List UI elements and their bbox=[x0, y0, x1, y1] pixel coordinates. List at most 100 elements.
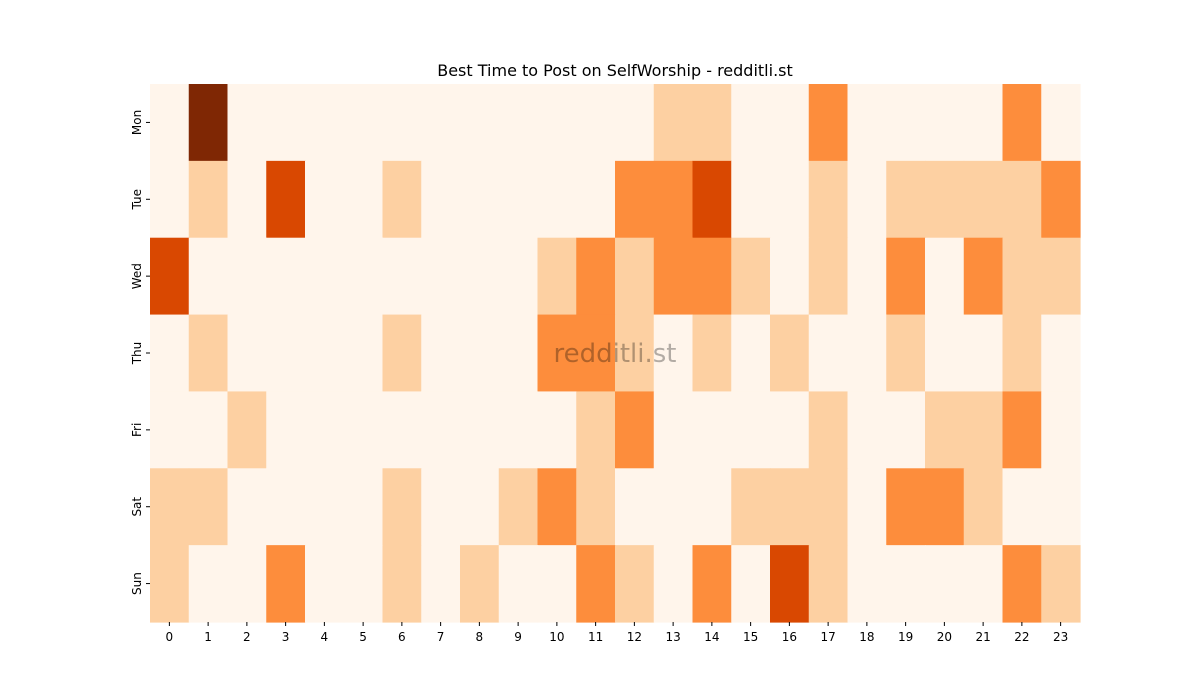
heatmap-cell bbox=[925, 84, 965, 162]
heatmap-cell bbox=[188, 237, 229, 316]
heatmap-cell bbox=[808, 160, 849, 239]
heatmap-cell bbox=[498, 314, 539, 393]
heatmap-cell bbox=[925, 314, 965, 393]
heatmap-cell bbox=[421, 84, 461, 162]
heatmap-cell bbox=[227, 314, 267, 393]
heatmap-cell bbox=[925, 545, 965, 623]
heatmap-cell bbox=[150, 160, 190, 239]
heatmap-cell bbox=[266, 391, 306, 469]
heatmap-cell bbox=[692, 237, 732, 316]
x-tick-label: 20 bbox=[937, 630, 952, 644]
heatmap-cell bbox=[537, 391, 577, 469]
heatmap-cell bbox=[227, 84, 267, 162]
heatmap-cell bbox=[150, 314, 190, 393]
x-tick-label: 7 bbox=[437, 630, 445, 644]
x-tick-label: 12 bbox=[627, 630, 642, 644]
heatmap-cell bbox=[615, 84, 655, 162]
heatmap-cell bbox=[615, 160, 655, 239]
heatmap-cell bbox=[770, 391, 810, 469]
heatmap-cell bbox=[266, 545, 306, 623]
heatmap-cell bbox=[925, 391, 965, 469]
heatmap-cell bbox=[692, 314, 732, 393]
heatmap-cell bbox=[886, 160, 926, 239]
y-tick-label: Wed bbox=[130, 263, 144, 289]
heatmap-cell bbox=[498, 468, 539, 546]
x-tick-label: 17 bbox=[820, 630, 835, 644]
y-tick-label: Tue bbox=[130, 189, 144, 211]
heatmap-cell bbox=[188, 391, 229, 469]
x-tick-label: 21 bbox=[975, 630, 990, 644]
x-tick-label: 6 bbox=[398, 630, 406, 644]
heatmap-cell bbox=[653, 160, 694, 239]
heatmap-cell bbox=[615, 545, 655, 623]
heatmap-cell bbox=[847, 84, 887, 162]
heatmap-cell bbox=[653, 468, 694, 546]
heatmap-cell bbox=[847, 391, 887, 469]
heatmap-cell bbox=[770, 84, 810, 162]
y-axis: Mon Tue Wed Thu Fri Sat Sun bbox=[130, 110, 150, 595]
x-tick-label: 5 bbox=[359, 630, 367, 644]
heatmap-cell bbox=[460, 237, 500, 316]
heatmap-cell bbox=[537, 545, 577, 623]
y-tick-label: Fri bbox=[130, 423, 144, 437]
x-tick-label: 0 bbox=[166, 630, 174, 644]
heatmap-cell bbox=[421, 314, 461, 393]
heatmap-cell bbox=[188, 468, 229, 546]
heatmap-cell bbox=[227, 545, 267, 623]
heatmap-cell bbox=[653, 545, 694, 623]
heatmap-cell bbox=[305, 391, 345, 469]
heatmap-cell bbox=[847, 160, 887, 239]
heatmap-cell bbox=[498, 160, 539, 239]
heatmap-cell bbox=[421, 545, 461, 623]
y-tick-label: Sat bbox=[130, 497, 144, 517]
heatmap-cell bbox=[460, 545, 500, 623]
heatmap-cells bbox=[150, 84, 1081, 623]
heatmap-cell bbox=[808, 84, 849, 162]
heatmap-cell bbox=[1002, 314, 1042, 393]
heatmap-cell bbox=[847, 237, 887, 316]
x-tick-label: 13 bbox=[665, 630, 680, 644]
x-axis: 0 1 2 3 4 5 6 7 8 9 10 11 12 13 14 15 16 17 18 19 20 21 22 23 bbox=[166, 622, 1068, 644]
heatmap-cell bbox=[266, 314, 306, 393]
chart-title: Best Time to Post on SelfWorship - reddi… bbox=[437, 61, 793, 80]
heatmap-cell bbox=[460, 160, 500, 239]
x-tick-label: 23 bbox=[1053, 630, 1068, 644]
heatmap-cell bbox=[770, 545, 810, 623]
heatmap-cell bbox=[460, 391, 500, 469]
heatmap-cell bbox=[770, 468, 810, 546]
heatmap-cell bbox=[576, 314, 616, 393]
heatmap-cell bbox=[188, 545, 229, 623]
heatmap-cell bbox=[808, 545, 849, 623]
heatmap-cell bbox=[266, 84, 306, 162]
heatmap-cell bbox=[576, 160, 616, 239]
heatmap-cell bbox=[886, 391, 926, 469]
heatmap-cell bbox=[382, 84, 422, 162]
heatmap-cell bbox=[537, 468, 577, 546]
heatmap-cell bbox=[615, 237, 655, 316]
heatmap-cell bbox=[576, 237, 616, 316]
heatmap-cell bbox=[692, 160, 732, 239]
heatmap-cell bbox=[305, 160, 345, 239]
heatmap-cell bbox=[963, 314, 1004, 393]
heatmap-cell bbox=[421, 237, 461, 316]
heatmap-cell bbox=[421, 468, 461, 546]
heatmap-cell bbox=[382, 391, 422, 469]
heatmap-cell bbox=[653, 314, 694, 393]
heatmap-cell bbox=[731, 84, 771, 162]
heatmap-cell bbox=[382, 314, 422, 393]
heatmap-cell bbox=[1002, 391, 1042, 469]
y-tick-label: Sun bbox=[130, 572, 144, 595]
heatmap-cell bbox=[188, 160, 229, 239]
heatmap-cell bbox=[963, 545, 1004, 623]
heatmap-cell bbox=[886, 84, 926, 162]
heatmap-cell bbox=[343, 468, 384, 546]
heatmap-cell bbox=[615, 391, 655, 469]
heatmap-cell bbox=[731, 314, 771, 393]
heatmap-cell bbox=[808, 468, 849, 546]
heatmap-cell bbox=[460, 468, 500, 546]
heatmap-cell bbox=[343, 314, 384, 393]
heatmap-cell bbox=[1002, 545, 1042, 623]
heatmap-cell bbox=[460, 84, 500, 162]
heatmap-cell bbox=[886, 468, 926, 546]
heatmap-cell bbox=[498, 545, 539, 623]
